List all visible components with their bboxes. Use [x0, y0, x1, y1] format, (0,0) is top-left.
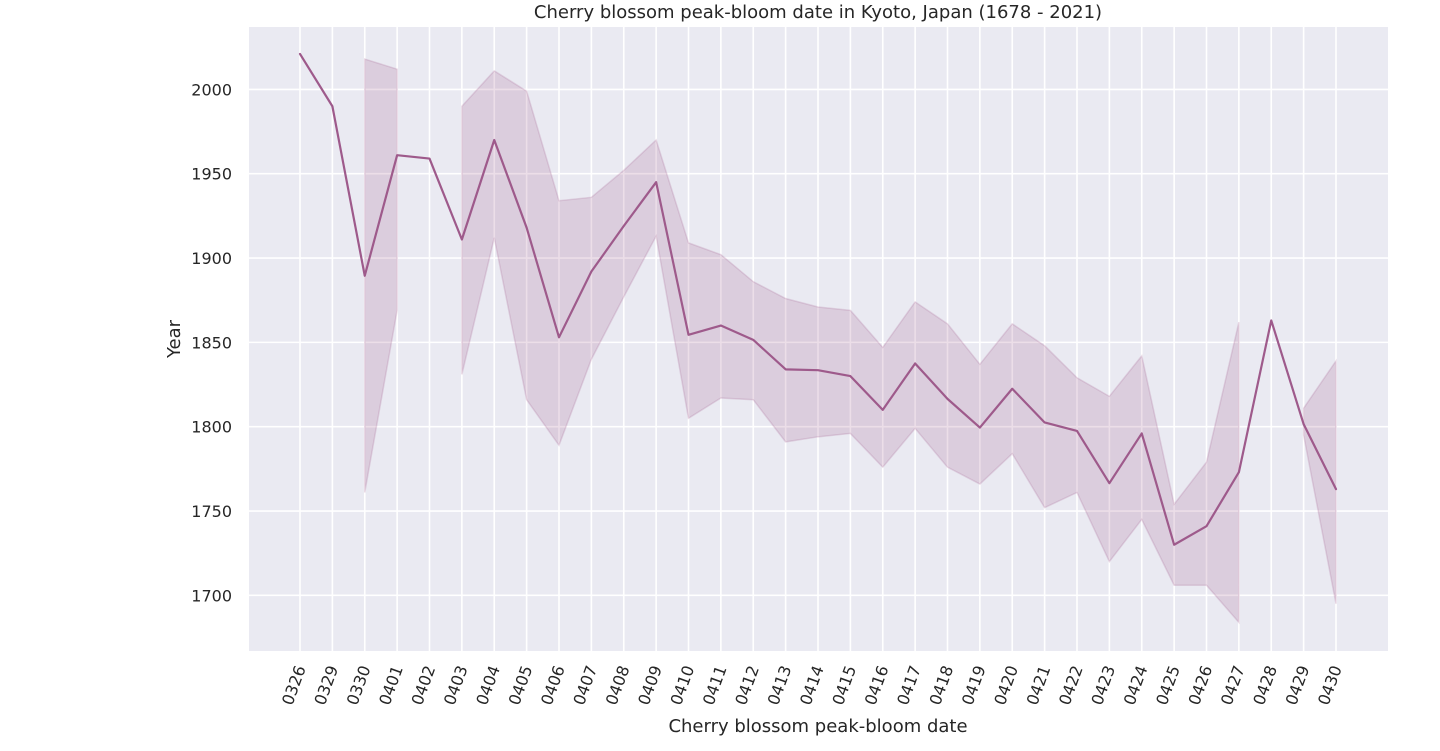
x-tick-label: 0430: [1314, 663, 1346, 708]
y-tick-label: 1800: [191, 418, 232, 437]
x-tick-label: 0405: [505, 663, 537, 708]
x-tick-label: 0415: [828, 663, 860, 708]
x-tick-label: 0418: [925, 663, 957, 708]
x-axis-label: Cherry blossom peak-bloom date: [668, 716, 967, 737]
x-tick-label: 0409: [634, 663, 666, 708]
x-tick-label: 0426: [1184, 663, 1216, 708]
x-tick-label: 0429: [1282, 663, 1314, 708]
x-tick-label: 0410: [666, 663, 698, 708]
confidence-band: [461, 69, 1240, 625]
x-tick-label: 0422: [1055, 663, 1087, 708]
x-tick-label: 0423: [1087, 663, 1119, 708]
x-tick-label: 0326: [278, 663, 310, 708]
y-tick-label: 2000: [191, 80, 232, 99]
x-tick-label: 0416: [861, 663, 893, 708]
x-tick-label: 0428: [1249, 663, 1281, 708]
series-line-layer: [298, 52, 1338, 546]
x-tick-label: 0407: [569, 663, 601, 708]
confidence-band: [364, 58, 398, 493]
y-tick-label: 1950: [191, 165, 232, 184]
y-tick-label: 1850: [191, 333, 232, 352]
x-tick-label: 0421: [1023, 663, 1055, 708]
x-tick-label: 0404: [472, 663, 504, 708]
y-axis-label: Year: [164, 319, 185, 359]
x-tick-label: 0329: [310, 663, 342, 708]
x-tick-label: 0413: [764, 663, 796, 708]
confidence-band-layer: [364, 58, 1337, 625]
x-tick-labels: 0326 0329 0330 0401 0402 0403 0404 0405 0406 0407…: [278, 663, 1346, 708]
x-tick-label: 0417: [893, 663, 925, 708]
x-tick-label: 0406: [537, 663, 569, 708]
chart-title: Cherry blossom peak-bloom date in Kyoto,…: [534, 2, 1102, 23]
y-tick-label: 1900: [191, 249, 232, 268]
x-tick-label: 0414: [796, 663, 828, 708]
x-tick-label: 0401: [375, 663, 407, 708]
x-tick-label: 0402: [407, 663, 439, 708]
series-line: [298, 52, 1338, 546]
x-tick-label: 0330: [343, 663, 375, 708]
y-tick-label: 1700: [191, 586, 232, 605]
x-tick-label: 0403: [440, 663, 472, 708]
x-tick-label: 0424: [1120, 663, 1152, 708]
grid-lines: [249, 27, 1388, 651]
x-tick-label: 0419: [958, 663, 990, 708]
x-tick-label: 0427: [1217, 663, 1249, 708]
x-tick-label: 0420: [990, 663, 1022, 708]
x-tick-label: 0411: [699, 663, 731, 708]
y-tick-label: 1750: [191, 502, 232, 521]
x-tick-label: 0425: [1152, 663, 1184, 708]
y-tick-labels: 1700 1750 1800 1850 1900 1950 2000: [191, 80, 232, 605]
x-tick-label: 0412: [731, 663, 763, 708]
x-tick-label: 0408: [602, 663, 634, 708]
